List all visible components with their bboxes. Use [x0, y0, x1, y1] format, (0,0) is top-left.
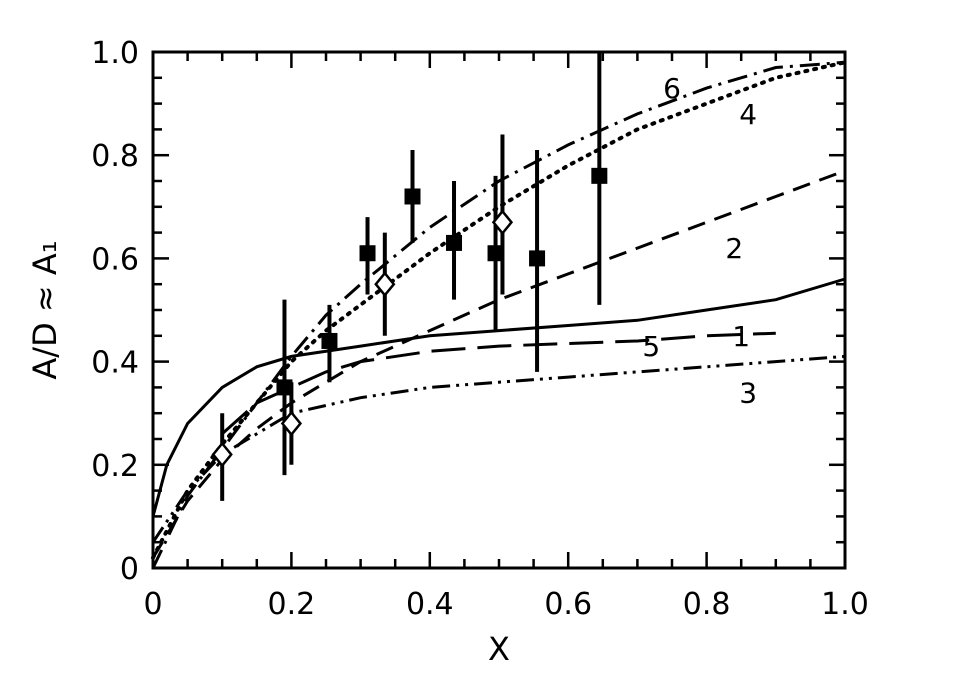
filled-square-marker — [487, 245, 504, 262]
curve-4 — [151, 60, 847, 560]
x-tick-label: 1.0 — [821, 587, 869, 622]
y-tick-label: 0.2 — [91, 449, 139, 484]
y-tick-label: 0 — [120, 552, 139, 587]
y-tick-label: 0.4 — [91, 346, 139, 381]
curve-label-2: 2 — [725, 232, 743, 265]
filled-square-marker — [529, 250, 546, 267]
filled-square-marker — [359, 245, 376, 262]
curve-label-1: 1 — [732, 320, 750, 353]
open-diamond-marker — [280, 410, 303, 437]
filled-square-marker — [276, 379, 293, 396]
open-diamond-marker — [211, 441, 233, 468]
ticks-layer: 0 0.2 0.4 0.6 0.8 1.0 0 0.2 0.4 0.6 0.8 1.0 — [91, 36, 869, 622]
filled-square-marker — [591, 167, 608, 184]
y-axis-title: A/D ≈ A₁ — [26, 240, 64, 379]
x-tick-label: 0.8 — [683, 587, 731, 622]
open-diamond-marker — [491, 209, 514, 236]
filled-square-marker — [404, 188, 421, 205]
data-points-layer — [211, 52, 608, 501]
curve-label-4: 4 — [739, 98, 757, 131]
x-tick-label: 0.2 — [268, 587, 316, 622]
filled-square-marker — [446, 234, 463, 251]
curves-layer: 1 2 3 4 5 6 — [151, 60, 847, 569]
y-tick-label: 1.0 — [91, 36, 139, 71]
y-tick-label: 0.6 — [91, 242, 139, 277]
x-tick-label: 0 — [143, 587, 162, 622]
y-tick-label: 0.8 — [91, 139, 139, 174]
curve-6 — [151, 60, 846, 569]
curve-label-3: 3 — [739, 377, 757, 410]
filled-square-marker — [321, 332, 338, 349]
x-axis-title: X — [488, 630, 510, 668]
curve-1 — [151, 277, 846, 517]
labels-layer: X A/D ≈ A₁ — [26, 240, 510, 668]
x-tick-label: 0.6 — [544, 587, 592, 622]
curve-label-6: 6 — [663, 72, 681, 105]
open-diamond-marker — [374, 271, 396, 298]
x-tick-label: 0.4 — [406, 587, 454, 622]
curve-label-5: 5 — [642, 330, 660, 363]
